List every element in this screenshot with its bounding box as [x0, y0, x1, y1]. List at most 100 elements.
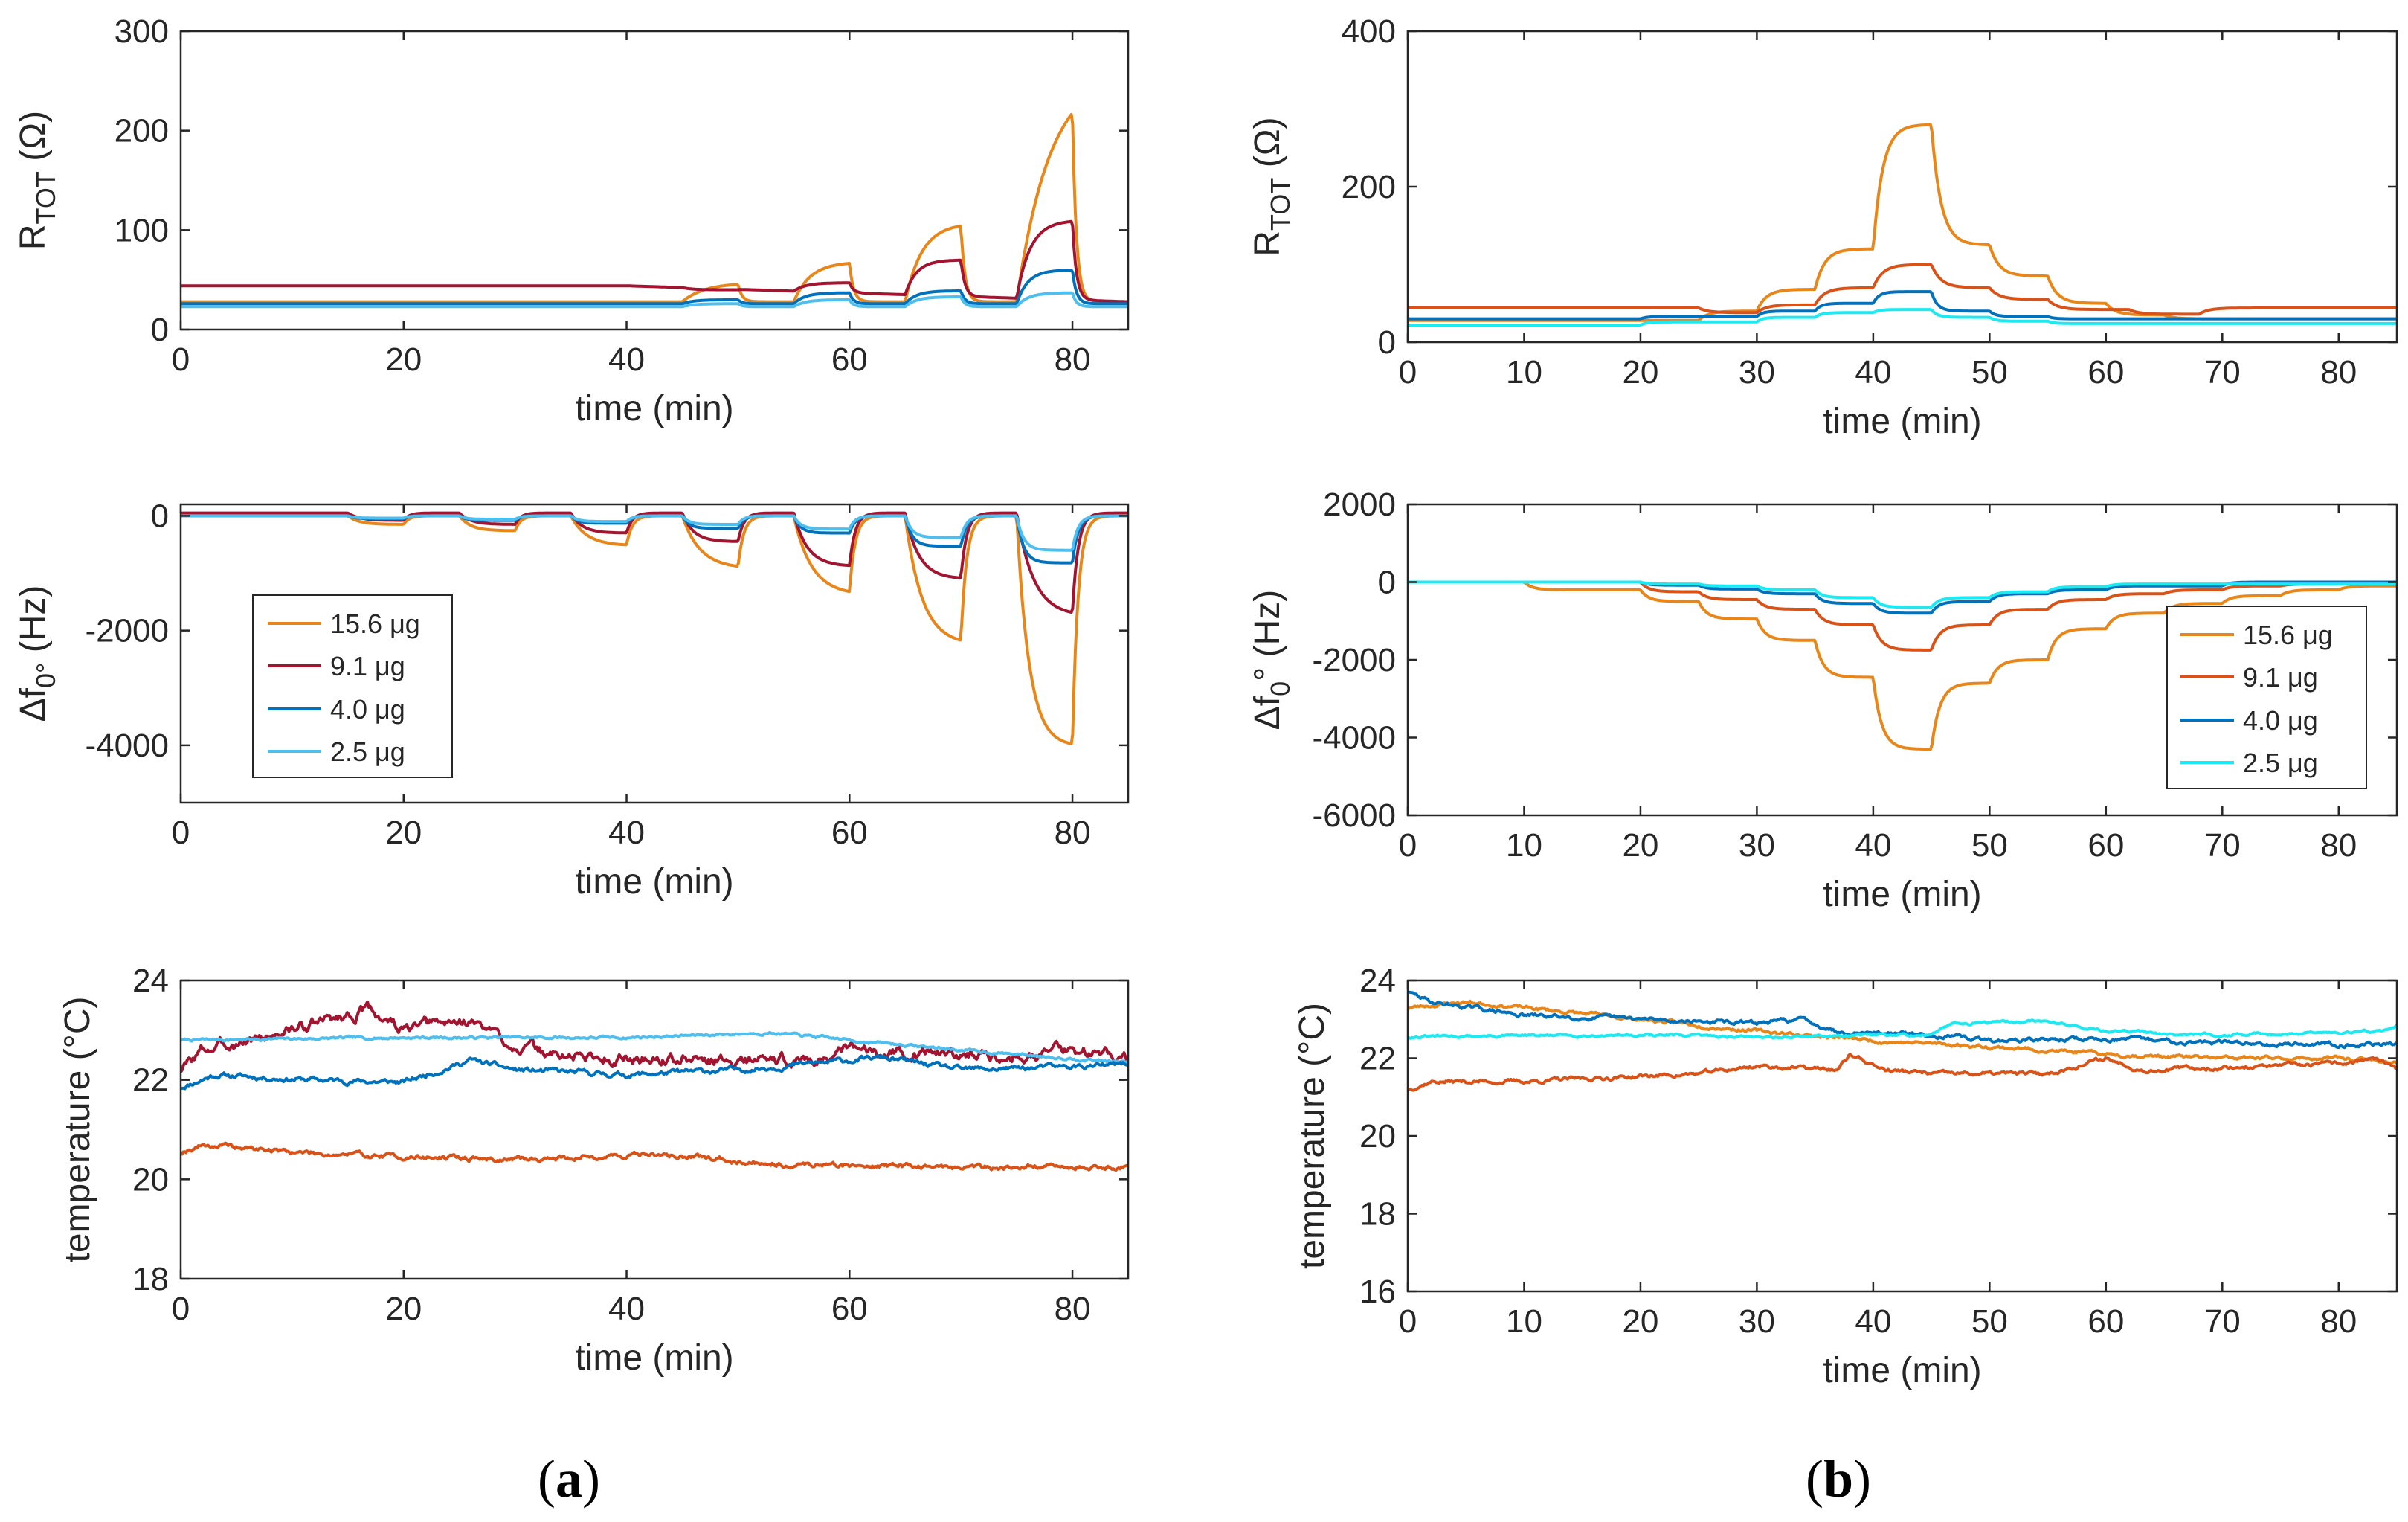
chart-a-temperature: 0 20 40 60 80 18 20 22 24 time (min) temperature (…: [58, 963, 1130, 1378]
x-tick-label: 50: [1971, 827, 2008, 864]
legend-b-label-1: 9.1 μg: [2243, 662, 2318, 693]
y-tick-label: -6000: [1312, 797, 1396, 834]
series-group: [181, 511, 1128, 745]
series-line-2-5g: [181, 514, 1128, 552]
x-tick-label: 40: [608, 341, 645, 378]
series-line-2-5g: [1408, 308, 2397, 327]
x-tick-label: 80: [2320, 354, 2357, 391]
y-tick-label: 22: [1359, 1041, 1396, 1077]
x-tick-label: 30: [1739, 354, 1775, 391]
x-tick-label: 0: [1399, 827, 1417, 864]
y-tick-label: 24: [132, 963, 169, 999]
x-tick-label: 30: [1739, 827, 1775, 864]
y-axis-label: RTOT (Ω): [13, 111, 61, 250]
series-group: [1408, 123, 2397, 327]
x-tick-label: 20: [385, 1291, 422, 1327]
y-tick-label: 200: [1342, 169, 1396, 205]
series-line-4-0g: [181, 269, 1128, 306]
x-axis-label: time (min): [1823, 1351, 1981, 1390]
x-tick-label: 40: [1855, 354, 1891, 391]
legend-a-label-3: 2.5 μg: [330, 736, 405, 767]
series-group: [181, 1000, 1128, 1172]
y-tick-label: -4000: [1312, 720, 1396, 757]
x-tick-label: 10: [1506, 1303, 1542, 1340]
x-tick-label: 60: [2087, 1303, 2124, 1340]
y-tick-label: 20: [132, 1161, 169, 1198]
series-line-2-5g: [181, 291, 1128, 309]
y-tick-label: 22: [132, 1062, 169, 1099]
x-tick-label: 70: [2204, 827, 2241, 864]
y-tick-label: 0: [1378, 565, 1396, 601]
x-tick-label: 70: [2204, 354, 2241, 391]
y-tick-label: 20: [1359, 1118, 1396, 1155]
y-tick-label: 0: [1378, 324, 1396, 361]
x-tick-label: 10: [1506, 827, 1542, 864]
x-tick-label: 80: [2320, 1303, 2357, 1340]
y-axis-label: temperature (°C): [1292, 1003, 1332, 1269]
legend-b: 15.6 μg 9.1 μg 4.0 μg 2.5 μg: [2166, 606, 2367, 789]
x-tick-label: 80: [1055, 341, 1091, 378]
series-line-15-6g: [181, 1141, 1128, 1172]
y-tick-label: -4000: [85, 728, 169, 764]
x-tick-label: 60: [831, 815, 868, 851]
x-tick-label: 30: [1739, 1303, 1775, 1340]
y-tick-label: 0: [151, 312, 169, 348]
x-tick-label: 20: [1622, 827, 1658, 864]
series-group: [1408, 580, 2397, 751]
axes-box: [179, 30, 1130, 331]
x-tick-label: 40: [1855, 1303, 1891, 1340]
x-axis-label: time (min): [575, 1338, 733, 1378]
x-tick-label: 50: [1971, 1303, 2008, 1340]
legend-a-box: [252, 594, 453, 778]
legend-b-label-3: 2.5 μg: [2243, 748, 2318, 778]
axes-box: [179, 503, 1130, 804]
x-tick-label: 0: [1399, 354, 1417, 391]
series-line-9-1g: [181, 511, 1128, 614]
x-tick-label: 60: [2087, 354, 2124, 391]
x-tick-label: 40: [608, 1291, 645, 1327]
y-axis-label: temperature (°C): [58, 997, 97, 1263]
y-tick-label: 18: [1359, 1196, 1396, 1233]
x-tick-label: 20: [1622, 354, 1658, 391]
series-group: [181, 112, 1128, 309]
plot-area: [181, 980, 1128, 1279]
y-tick-label: 2000: [1323, 487, 1396, 523]
series-line-2-5g: [181, 1030, 1128, 1064]
x-axis-label: time (min): [1823, 402, 1981, 441]
x-tick-label: 20: [385, 815, 422, 851]
series-line-9-1g: [181, 1000, 1128, 1073]
x-tick-label: 0: [172, 1291, 190, 1327]
y-axis-label: RTOT (Ω): [1248, 117, 1295, 256]
x-tick-label: 10: [1506, 354, 1542, 391]
series-line-9-1g: [1408, 263, 2397, 316]
x-axis-label: time (min): [575, 389, 733, 428]
y-tick-label: 24: [1359, 963, 1396, 999]
x-tick-label: 0: [1399, 1303, 1417, 1340]
series-line-2-5g: [1408, 580, 2397, 609]
y-tick-label: 400: [1342, 13, 1396, 50]
y-tick-label: -2000: [1312, 642, 1396, 678]
y-tick-label: 0: [151, 498, 169, 534]
x-tick-label: 20: [385, 341, 422, 378]
chart-a-rtot: 0 20 40 60 80 0 100 200 300 time (min) RTOT (Ω): [13, 13, 1130, 428]
x-tick-label: 80: [2320, 827, 2357, 864]
series-line-15-6g: [1408, 999, 2397, 1065]
plot-area: [1408, 31, 2397, 342]
x-axis-label: time (min): [575, 862, 733, 902]
y-tick-label: 100: [115, 212, 169, 248]
y-tick-label: -2000: [85, 613, 169, 649]
x-tick-label: 60: [2087, 827, 2124, 864]
y-axis-label: Δf0° (Hz): [13, 585, 61, 722]
series-line-15-6g: [1408, 580, 2397, 751]
y-tick-label: 200: [115, 113, 169, 150]
legend-a-label-2: 4.0 μg: [330, 694, 405, 725]
x-tick-label: 70: [2204, 1303, 2241, 1340]
axes-box: [179, 979, 1130, 1280]
series-group: [1408, 990, 2397, 1092]
panel-label-b: (b): [1806, 1449, 1871, 1509]
plot-area: [1408, 980, 2397, 1291]
x-tick-label: 80: [1055, 815, 1091, 851]
x-tick-label: 0: [172, 341, 190, 378]
x-tick-label: 0: [172, 815, 190, 851]
